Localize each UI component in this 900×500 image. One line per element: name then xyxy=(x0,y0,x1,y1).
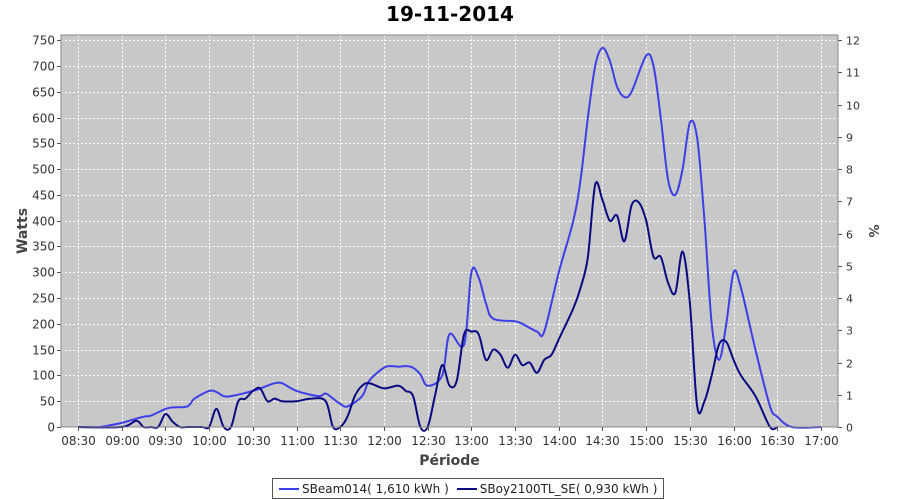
x-tick-label: 16:30 xyxy=(760,434,795,448)
x-tick-label: 08:30 xyxy=(61,434,96,448)
legend-entry-2: SBoy2100TL_SE( 0,930 kWh ) xyxy=(456,481,658,496)
y-tick-label: 250 xyxy=(32,292,55,306)
y-tick-label: 500 xyxy=(32,163,55,177)
y2-tick-label: 12 xyxy=(846,35,860,48)
y2-axis-label: % xyxy=(865,224,880,237)
y-tick-label: 150 xyxy=(32,344,55,358)
y2-tick-label: 1 xyxy=(846,390,853,403)
x-tick-label: 10:00 xyxy=(192,434,227,448)
series-line-2 xyxy=(77,181,778,432)
y2-tick-label: 9 xyxy=(846,132,853,145)
x-tick-label: 09:30 xyxy=(148,434,183,448)
y2-tick-label: 4 xyxy=(846,293,853,306)
y2-tick-label: 3 xyxy=(846,325,853,338)
y-tick-label: 300 xyxy=(32,266,55,280)
x-tick-label: 11:30 xyxy=(323,434,358,448)
legend-swatch xyxy=(279,487,299,490)
y-tick-label: 650 xyxy=(32,86,55,100)
x-tick-label: 10:30 xyxy=(236,434,271,448)
chart-title: 19-11-2014 xyxy=(386,2,514,26)
x-tick-label: 12:00 xyxy=(367,434,402,448)
plot-area xyxy=(61,35,838,427)
y2-tick-label: 10 xyxy=(846,100,860,113)
axes: 0501001502002503003504004505005506006507… xyxy=(32,34,860,449)
y-axis-label: Watts xyxy=(15,208,31,254)
x-tick-label: 14:00 xyxy=(542,434,577,448)
series-layer xyxy=(77,46,822,432)
y-tick-label: 450 xyxy=(32,189,55,203)
y2-tick-label: 2 xyxy=(846,358,853,371)
y-tick-label: 550 xyxy=(32,137,55,151)
y2-tick-label: 0 xyxy=(846,422,853,435)
x-tick-label: 15:00 xyxy=(629,434,664,448)
y2-tick-label: 7 xyxy=(846,196,853,209)
x-tick-label: 16:00 xyxy=(717,434,752,448)
x-tick-label: 17:00 xyxy=(804,434,839,448)
x-tick-label: 11:00 xyxy=(280,434,315,448)
legend-entry-1: SBeam014( 1,610 kWh ) xyxy=(279,482,449,496)
x-tick-label: 13:00 xyxy=(454,434,489,448)
y-tick-label: 200 xyxy=(32,318,55,332)
y-tick-label: 700 xyxy=(32,60,55,74)
legend-swatch xyxy=(456,487,477,490)
x-tick-label: 15:30 xyxy=(673,434,708,448)
y-tick-label: 600 xyxy=(32,112,55,126)
y-tick-label: 350 xyxy=(32,240,55,254)
x-tick-label: 12:30 xyxy=(411,434,446,448)
x-tick-label: 13:30 xyxy=(498,434,533,448)
x-axis-label: Période xyxy=(419,453,480,469)
grid xyxy=(61,35,838,427)
x-tick-label: 09:00 xyxy=(105,434,140,448)
y2-tick-label: 5 xyxy=(846,261,853,274)
legend-label: SBeam014( 1,610 kWh ) xyxy=(302,481,449,496)
y-tick-label: 50 xyxy=(40,395,55,409)
y-tick-label: 100 xyxy=(32,369,55,383)
y2-tick-label: 8 xyxy=(846,164,853,177)
y2-tick-label: 11 xyxy=(846,67,860,80)
legend: SBeam014( 1,610 kWh ) SBoy2100TL_SE( 0,93… xyxy=(272,478,665,499)
legend-label: SBoy2100TL_SE( 0,930 kWh ) xyxy=(479,481,658,496)
y2-tick-label: 6 xyxy=(846,229,853,242)
y-tick-label: 0 xyxy=(47,421,55,435)
x-tick-label: 14:30 xyxy=(585,434,620,448)
y-tick-label: 750 xyxy=(32,34,55,48)
plot-border xyxy=(60,34,839,428)
y-tick-label: 400 xyxy=(32,215,55,229)
series-line-1 xyxy=(77,46,822,429)
